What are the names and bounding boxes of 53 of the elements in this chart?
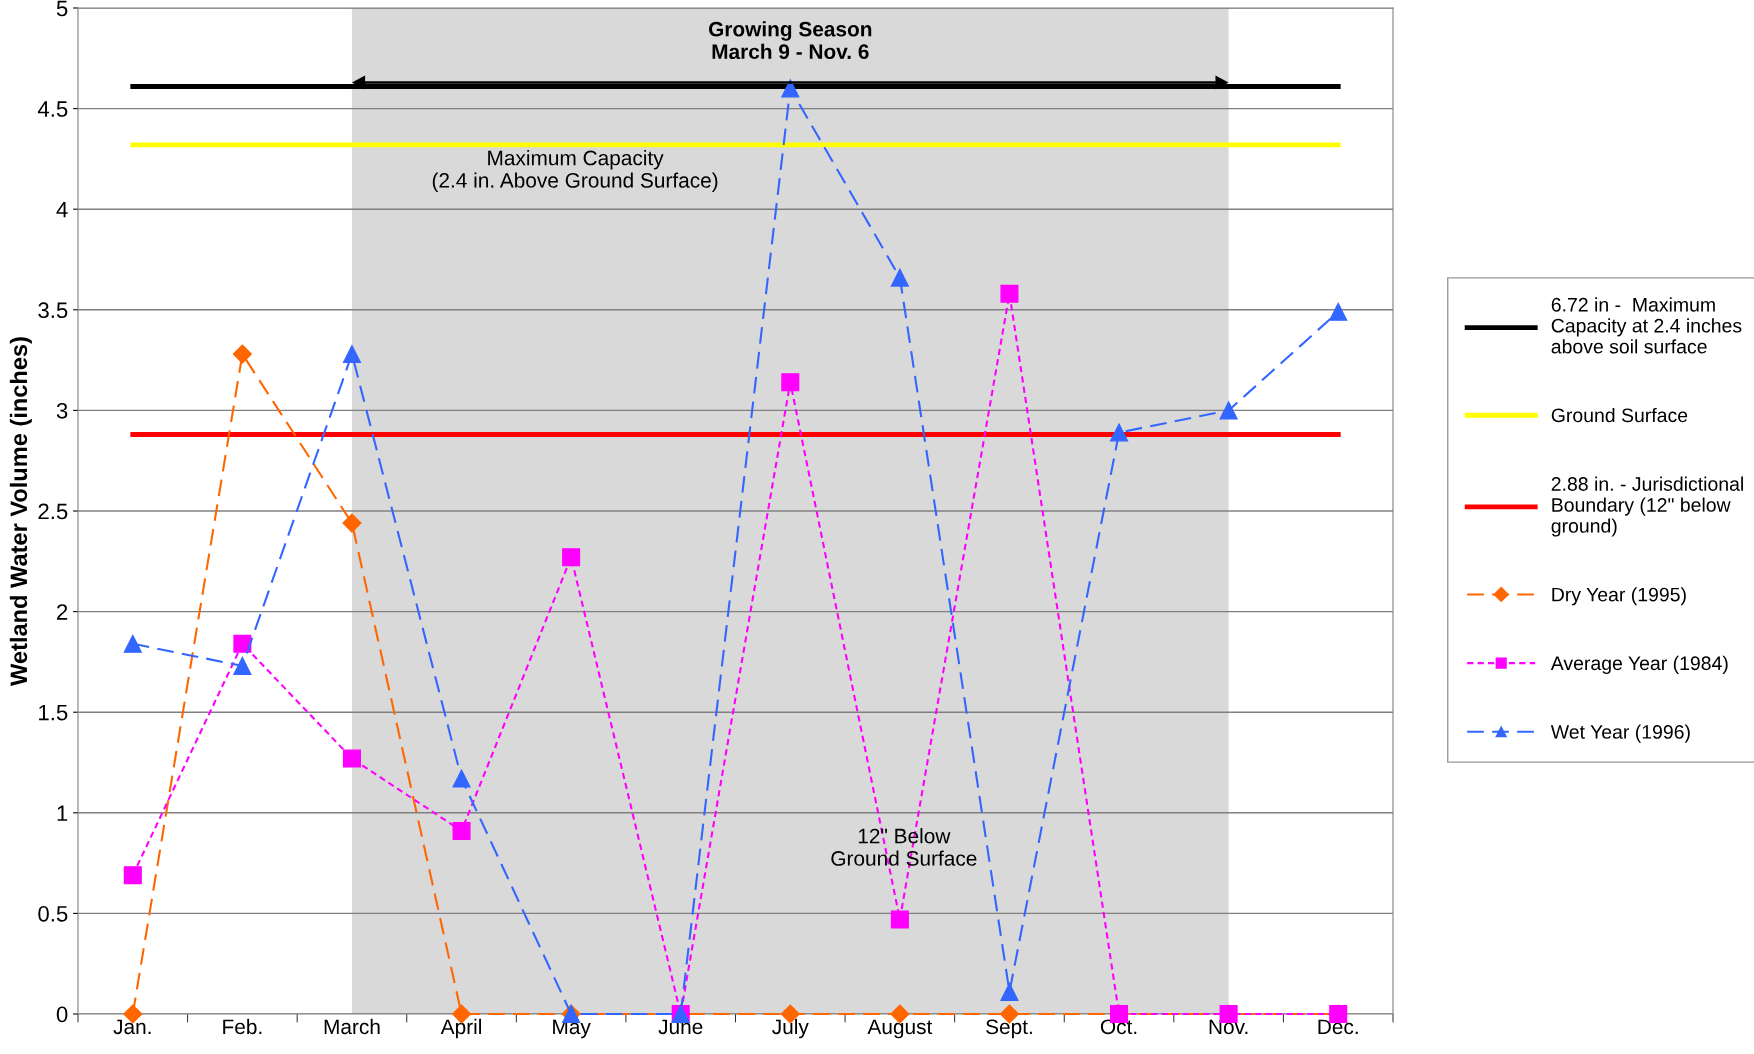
point (452, 821, 471, 840)
x-tick-label: August (867, 1019, 933, 1039)
point (562, 548, 581, 567)
x-tick-label: June (658, 1019, 703, 1035)
y-tick-label: 1.5 (39, 704, 68, 721)
point (781, 79, 800, 98)
x-tick-label: May (553, 1019, 591, 1039)
legend-label: 6.72 in - Maximum Capacity at 2.4 inches above soil surface (1551, 297, 1742, 354)
annotation: 12" Below Ground Surface (831, 828, 977, 866)
point (233, 656, 252, 675)
y-tick-label: 5 (56, 0, 68, 17)
y-axis-title: Wetland Water Volume (inches) (9, 337, 32, 686)
point (342, 345, 361, 364)
point (781, 373, 800, 392)
point (232, 344, 252, 364)
point (1110, 423, 1129, 442)
y-tick-label: 3.5 (38, 302, 68, 319)
x-tick-label: March (324, 1018, 380, 1035)
x-tick-label: Feb. (223, 1018, 262, 1035)
point (123, 866, 142, 885)
x-tick-label: Jan. (113, 1019, 151, 1035)
legend-label: 2.88 in. - Jurisdictional Boundary (12" below ground) (1551, 476, 1743, 537)
x-tick-label: Dec. (1318, 1019, 1358, 1035)
legend-label: Average Year (1984) (1550, 655, 1728, 674)
band-label: Growing Season March 9 - Nov. 6 (708, 21, 872, 60)
y-tick-label: 2 (57, 604, 68, 620)
y-tick-label: 0.5 (38, 905, 68, 922)
y-tick-label: 4 (56, 201, 68, 218)
legend-label: Dry Year (1995) (1552, 587, 1686, 606)
legend-label: Wet Year (1996) (1550, 724, 1690, 743)
x-tick-label: July (772, 1018, 809, 1039)
point (342, 749, 361, 768)
annotation: Maximum Capacity (2.4 in. Above Ground Surface) (432, 150, 718, 192)
point (123, 634, 142, 653)
y-tick-label: 3 (56, 402, 68, 419)
point (452, 769, 471, 788)
point (342, 513, 362, 533)
point (1000, 284, 1019, 303)
x-tick-label: Oct. (1100, 1019, 1137, 1035)
x-tick-label: Sept. (986, 1019, 1032, 1039)
y-tick-label: 4.5 (37, 101, 68, 117)
point (1219, 401, 1238, 420)
y-tick-label: 2.5 (38, 503, 68, 520)
point (890, 268, 909, 287)
y-tick-label: 0 (56, 1006, 68, 1023)
x-tick-label: Nov. (1209, 1019, 1248, 1035)
y-tick-label: 1 (57, 805, 68, 821)
point (1329, 302, 1348, 321)
x-tick-label: April (440, 1018, 481, 1039)
point (890, 910, 909, 929)
point (1000, 982, 1019, 1001)
point (233, 634, 252, 653)
legend-label: Ground Surface (1551, 407, 1688, 423)
